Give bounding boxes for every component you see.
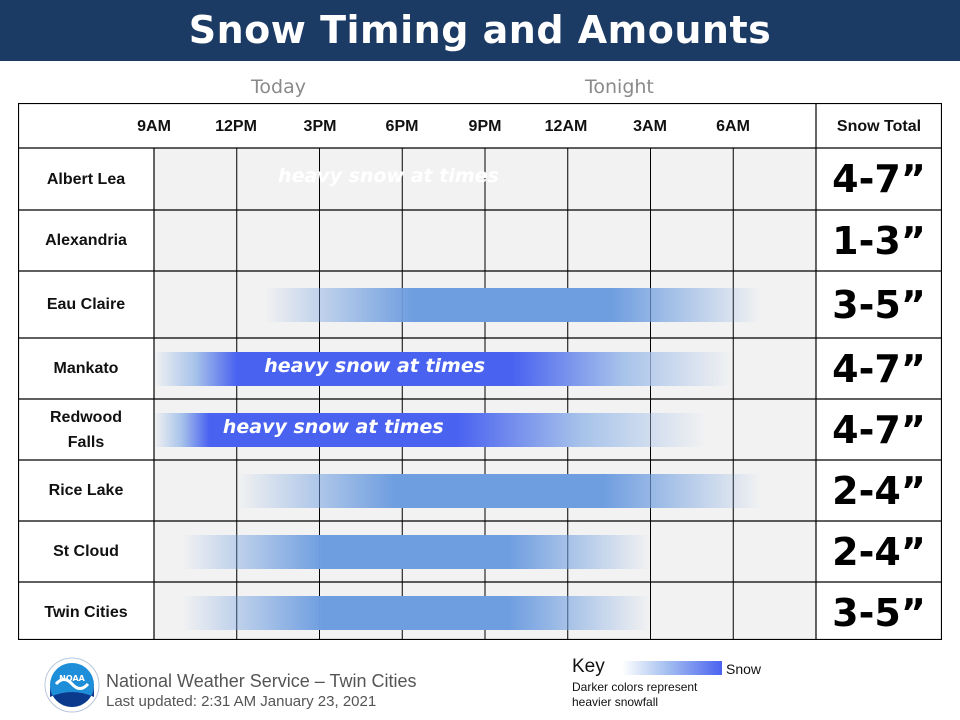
period-label-tonight: Tonight [585, 76, 654, 98]
time-label-3pm: 3PM [303, 118, 337, 135]
key-snow-label: Snow [726, 661, 762, 677]
time-label-6pm: 6PM [385, 118, 419, 135]
key-gradient-swatch [622, 661, 722, 675]
key-description-line-2: heavier snowfall [572, 695, 659, 709]
heavy-snow-note-mankato: heavy snow at times [264, 354, 486, 377]
city-name-twin-cities: Twin Cities [44, 604, 128, 621]
snow-total-header: Snow Total [836, 118, 922, 135]
city-name-alexandria: Alexandria [45, 232, 127, 249]
heavy-snow-note-redwood-falls: heavy snow at times [222, 415, 444, 438]
snow-timing-bar-st-cloud [181, 534, 651, 569]
time-label-12am: 12AM [544, 118, 588, 135]
city-name-albert-lea: Albert Lea [46, 170, 126, 188]
snow-timing-bar-rice-lake [236, 473, 761, 508]
key-description-line-1: Darker colors represent [572, 680, 698, 694]
snow-total-redwood-falls: 4-7” [832, 407, 926, 452]
noaa-logo-text: NOAA [59, 674, 85, 683]
snow-total-eau-claire: 3-5” [832, 282, 926, 327]
snow-total-rice-lake: 2-4” [832, 468, 926, 513]
snow-total-twin-cities: 3-5” [832, 590, 926, 635]
time-label-12pm: 12PM [215, 118, 257, 135]
time-label-6am: 6AM [716, 118, 750, 135]
snow-timing-bar-mankato [154, 351, 734, 386]
noaa-logo: NOAA [44, 657, 100, 713]
title-bar: Snow Timing and Amounts [0, 0, 960, 61]
snow-total-mankato: 4-7” [832, 346, 926, 391]
last-updated: Last updated: 2:31 AM January 23, 2021 [106, 693, 377, 710]
time-label-9am: 9AM [137, 118, 171, 135]
snow-timing-bar-eau-claire [264, 287, 761, 322]
city-name-rice-lake: Rice Lake [48, 482, 124, 499]
time-label-3am: 3AM [633, 118, 667, 135]
snow-total-st-cloud: 2-4” [832, 529, 926, 574]
city-name-mankato: Mankato [53, 360, 119, 377]
heavy-snow-note-albert-lea: heavy snow at times [278, 165, 499, 187]
city-name-eau-claire: Eau Claire [46, 296, 126, 313]
snow-total-alexandria: 1-3” [832, 218, 926, 263]
key-title: Key [572, 656, 605, 677]
page-title: Snow Timing and Amounts [188, 8, 772, 52]
time-label-9pm: 9PM [468, 118, 502, 135]
city-name-redwood-falls: Redwood Falls [50, 408, 122, 451]
snow-total-albert-lea: 4-7” [832, 157, 926, 201]
period-label-today: Today [251, 76, 306, 98]
snow-timing-bar-twin-cities [181, 595, 651, 630]
office-name: National Weather Service – Twin Cities [106, 671, 417, 691]
snow-timing-bar-redwood-falls [154, 412, 706, 447]
table-border [18, 103, 942, 640]
city-name-st-cloud: St Cloud [53, 543, 119, 560]
